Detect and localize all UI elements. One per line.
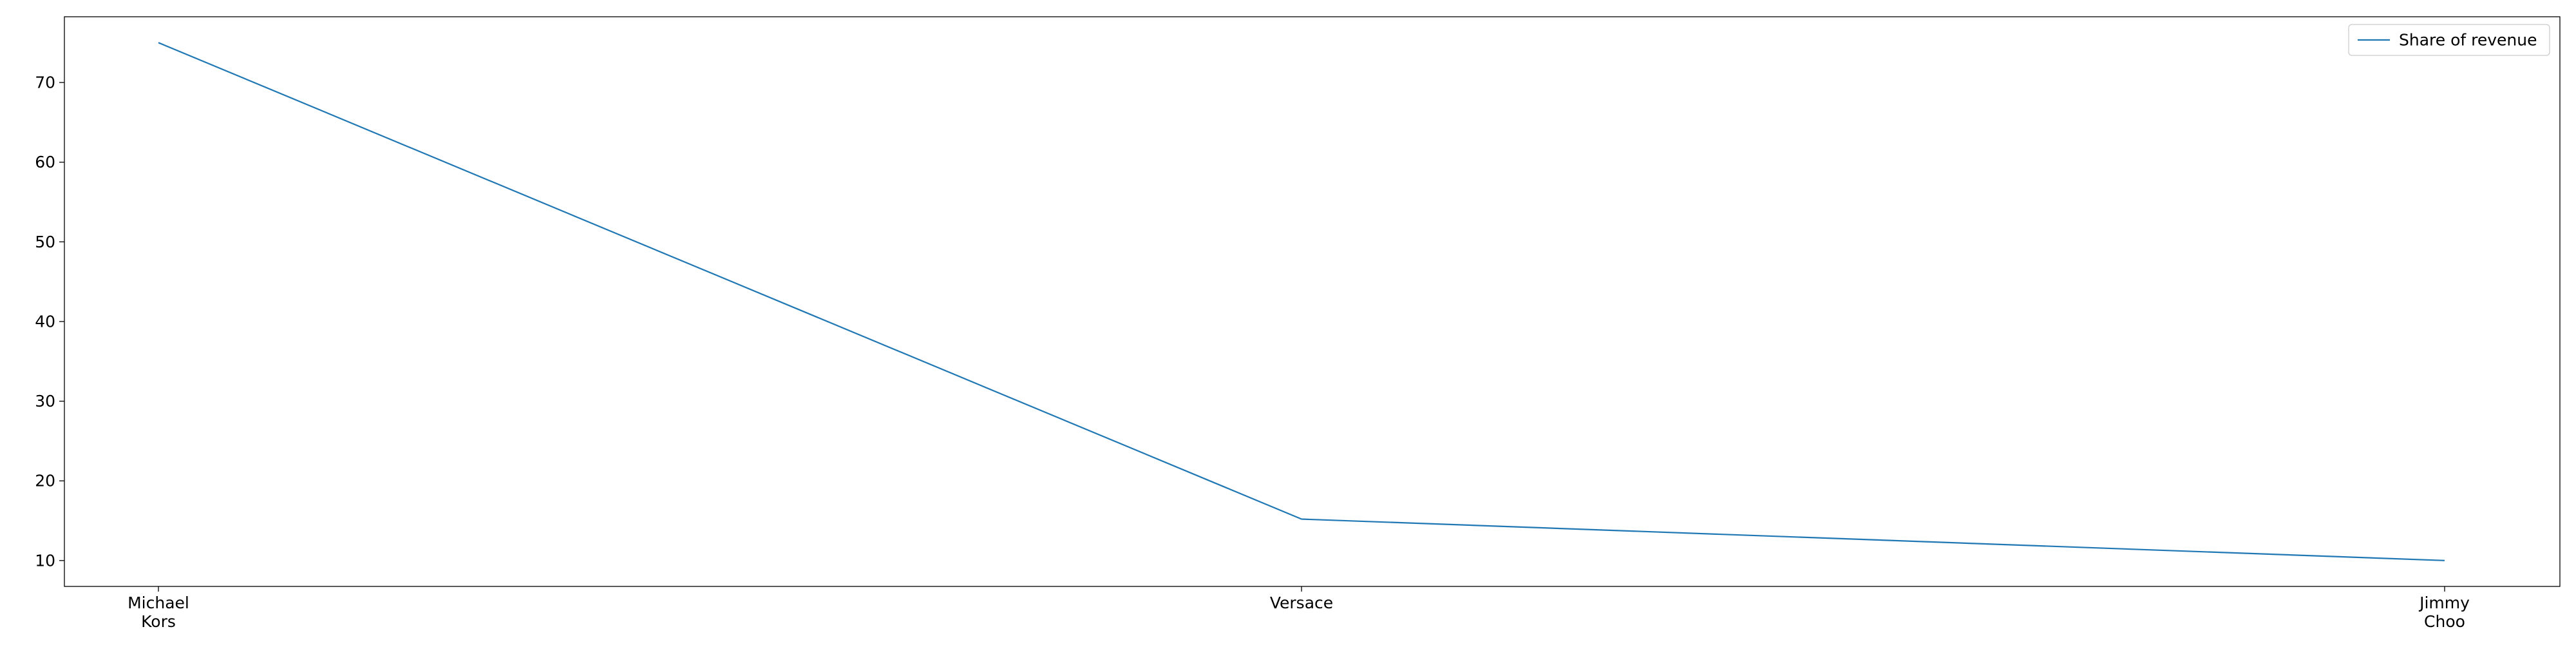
y-tick-label: 70: [35, 73, 55, 92]
y-tick-label: 10: [35, 551, 55, 570]
legend: Share of revenue: [2349, 24, 2550, 55]
x-tick-label-line: Michael: [128, 594, 189, 612]
y-tick-label: 60: [35, 153, 55, 171]
x-tick-label-line: Kors: [141, 612, 176, 631]
x-tick-label-line: Versace: [1270, 594, 1333, 612]
y-tick-label: 50: [35, 233, 55, 251]
legend-label: Share of revenue: [2399, 31, 2537, 50]
x-tick-label: Versace: [1270, 594, 1333, 612]
x-tick-label-line: Jimmy: [2418, 594, 2470, 612]
y-tick-label: 40: [35, 312, 55, 331]
x-tick-label-line: Choo: [2424, 612, 2465, 631]
y-tick-label: 20: [35, 472, 55, 490]
y-tick-label: 30: [35, 392, 55, 410]
